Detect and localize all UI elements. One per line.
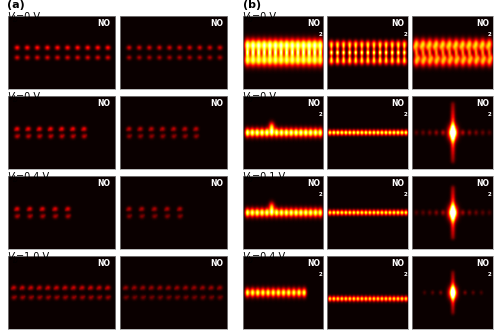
Text: 2: 2 (404, 112, 407, 117)
Text: NO: NO (98, 179, 110, 188)
Text: 2: 2 (488, 272, 492, 277)
Text: V: V (8, 252, 14, 262)
Text: =0.1 V: =0.1 V (252, 172, 284, 182)
Text: b: b (12, 175, 18, 184)
Text: NO: NO (307, 259, 320, 268)
Text: NO: NO (98, 99, 110, 108)
Text: 2: 2 (404, 272, 407, 277)
Text: =0.4 V: =0.4 V (16, 172, 50, 182)
Text: NO: NO (98, 259, 110, 268)
Text: NO: NO (210, 99, 223, 108)
Text: =0 V: =0 V (252, 12, 276, 22)
Text: 2: 2 (318, 32, 322, 37)
Text: V: V (8, 92, 14, 102)
Text: =1.0 V: =1.0 V (16, 252, 50, 262)
Text: 2: 2 (318, 272, 322, 277)
Text: b: b (12, 256, 18, 265)
Text: NO: NO (476, 19, 490, 28)
Text: NO: NO (392, 19, 404, 28)
Text: NO: NO (98, 19, 110, 28)
Text: NO: NO (210, 19, 223, 28)
Text: V: V (242, 12, 249, 22)
Text: b: b (248, 15, 252, 24)
Text: =0.4 V: =0.4 V (252, 252, 284, 262)
Text: NO: NO (210, 179, 223, 188)
Text: b: b (248, 95, 252, 104)
Text: (b): (b) (242, 0, 260, 10)
Text: 2: 2 (318, 192, 322, 197)
Text: NO: NO (476, 99, 490, 108)
Text: NO: NO (476, 259, 490, 268)
Text: NO: NO (476, 179, 490, 188)
Text: NO: NO (307, 99, 320, 108)
Text: =0 V: =0 V (252, 92, 276, 102)
Text: V: V (8, 172, 14, 182)
Text: b: b (248, 256, 252, 265)
Text: NO: NO (307, 19, 320, 28)
Text: V: V (8, 12, 14, 22)
Text: 2: 2 (488, 192, 492, 197)
Text: V: V (242, 252, 249, 262)
Text: 2: 2 (318, 112, 322, 117)
Text: 2: 2 (404, 192, 407, 197)
Text: (a): (a) (8, 0, 25, 10)
Text: =0 V: =0 V (16, 12, 40, 22)
Text: NO: NO (210, 259, 223, 268)
Text: b: b (248, 175, 252, 184)
Text: b: b (12, 95, 18, 104)
Text: 2: 2 (488, 32, 492, 37)
Text: NO: NO (307, 179, 320, 188)
Text: NO: NO (392, 259, 404, 268)
Text: 2: 2 (404, 32, 407, 37)
Text: 2: 2 (488, 112, 492, 117)
Text: b: b (12, 15, 18, 24)
Text: V: V (242, 92, 249, 102)
Text: =0 V: =0 V (16, 92, 40, 102)
Text: NO: NO (392, 179, 404, 188)
Text: NO: NO (392, 99, 404, 108)
Text: V: V (242, 172, 249, 182)
